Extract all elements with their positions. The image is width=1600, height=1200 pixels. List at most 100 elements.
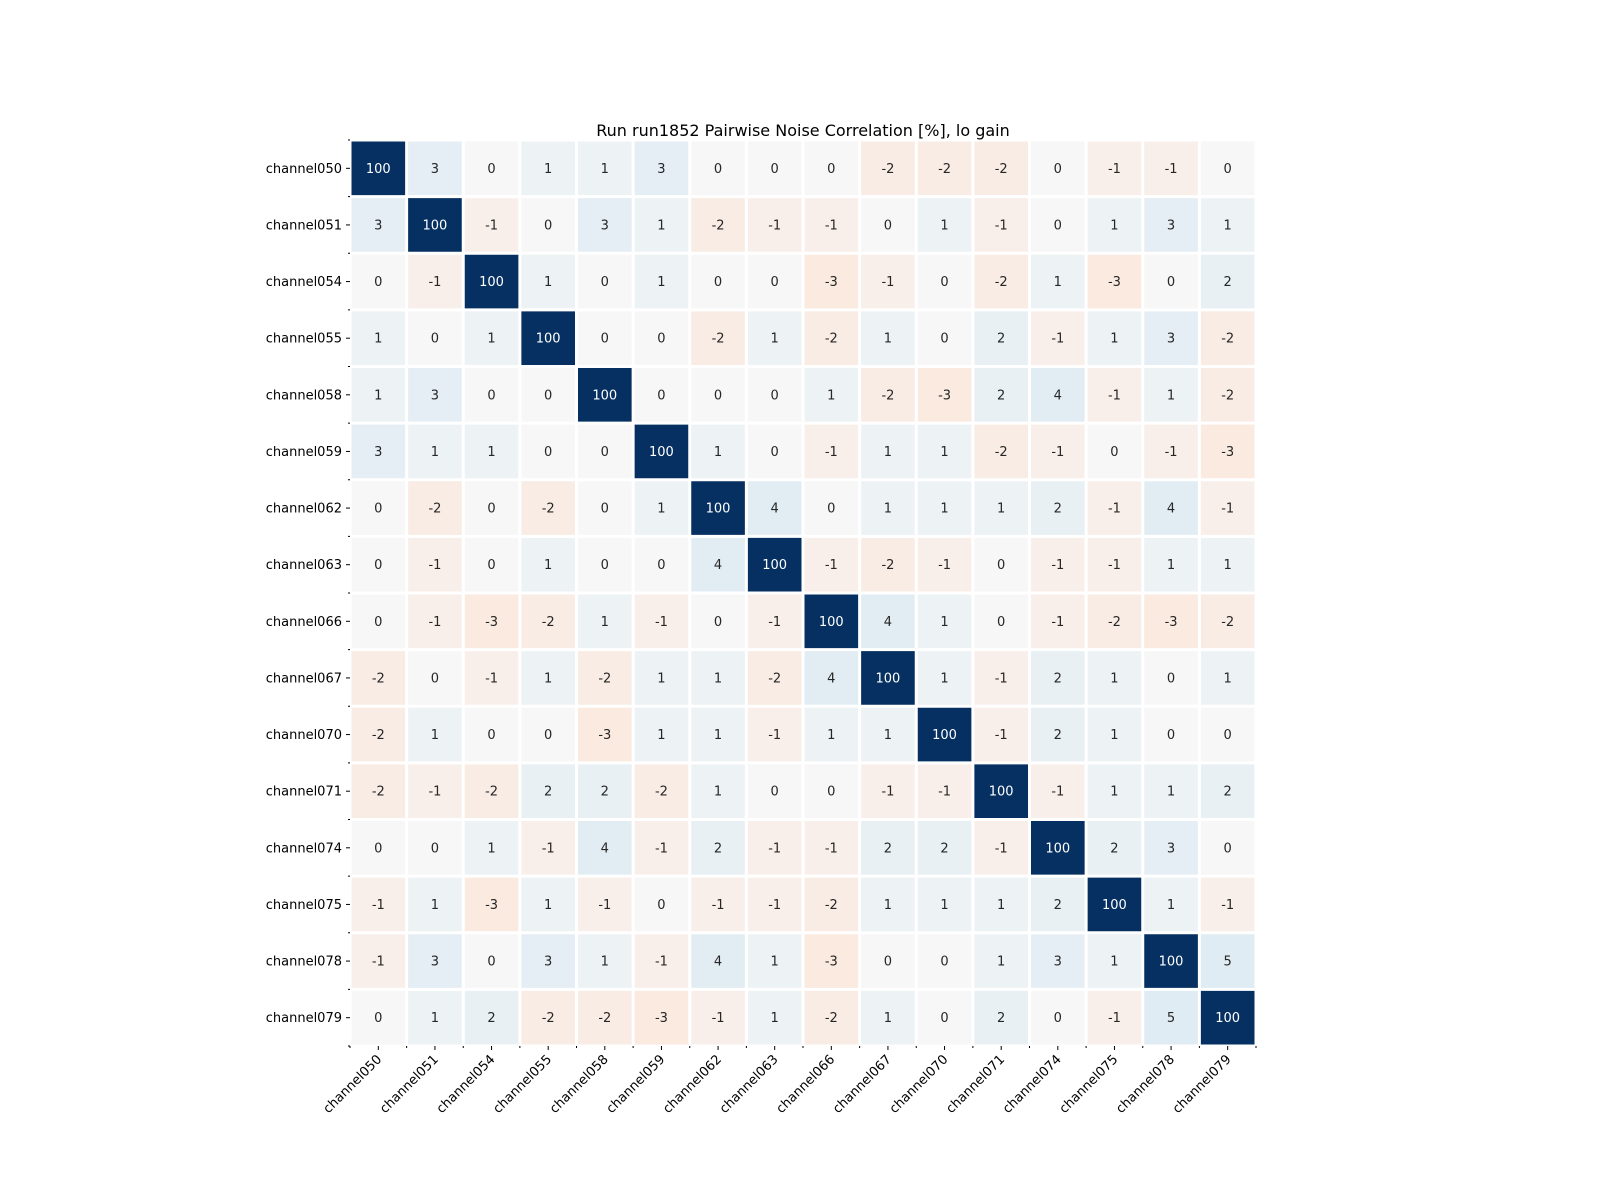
cell-value-label: 100 <box>989 785 1014 800</box>
y-axis-ticks: channel050 channel051 channel054 channel055… <box>266 139 350 1047</box>
heatmap-cell <box>1031 141 1085 196</box>
cell-value-label: -1 <box>825 558 838 573</box>
cell-value-label: 1 <box>544 558 552 573</box>
heatmap-cell <box>917 877 972 932</box>
cell-value-label: 1 <box>544 275 552 290</box>
heatmap-cell <box>578 651 632 705</box>
cell-value-label: 0 <box>827 502 835 517</box>
heatmap-cell <box>634 594 689 649</box>
cell-value-label: -1 <box>1108 558 1121 573</box>
cell-value-label: -2 <box>1221 388 1234 403</box>
cell-value-label: 2 <box>1054 898 1062 913</box>
heatmap-cell <box>351 764 406 818</box>
cell-value-label: 1 <box>771 955 779 970</box>
heatmap-cell <box>521 764 575 818</box>
cell-value-label: 0 <box>771 275 779 290</box>
heatmap-cell <box>1144 424 1198 479</box>
cell-value-label: -2 <box>485 785 498 800</box>
cell-value-label: -2 <box>372 785 385 800</box>
heatmap-cell <box>691 311 745 365</box>
cell-value-label: 1 <box>940 218 948 233</box>
cell-value-label: -3 <box>598 728 611 743</box>
heatmap-cell <box>974 254 1028 309</box>
cell-value-label: 1 <box>374 332 382 347</box>
heatmap-cell <box>1031 990 1085 1045</box>
heatmap-cell <box>691 368 745 422</box>
heatmap-cell <box>1087 481 1142 535</box>
heatmap-cell <box>578 990 632 1045</box>
cell-value-label: 100 <box>876 671 901 686</box>
heatmap-cell <box>464 368 519 422</box>
cell-value-label: 3 <box>431 162 439 177</box>
cell-value-label: -1 <box>1108 1011 1121 1026</box>
heatmap-cell <box>408 368 462 422</box>
cell-value-label: 100 <box>706 502 731 517</box>
heatmap-cell <box>691 821 745 875</box>
heatmap-cell <box>1200 424 1255 479</box>
heatmap-cell <box>1031 877 1085 932</box>
heatmap-cell <box>747 254 802 309</box>
y-tick-label: channel079 <box>266 1011 342 1026</box>
heatmap-cell <box>521 990 575 1045</box>
heatmap-cell <box>974 764 1028 818</box>
heatmap-cell <box>747 481 802 535</box>
cell-value-label: -1 <box>485 671 498 686</box>
heatmap-cell <box>578 764 632 818</box>
heatmap-cell <box>1087 141 1142 196</box>
cell-value-label: 4 <box>1054 388 1062 403</box>
cell-value-label: 5 <box>1224 955 1232 970</box>
heatmap-cell <box>691 481 745 535</box>
cell-value-label: -2 <box>542 615 555 630</box>
heatmap-cell <box>351 141 406 196</box>
cell-value-label: -1 <box>825 445 838 460</box>
heatmap-cell <box>861 934 915 988</box>
heatmap-cell <box>1031 934 1085 988</box>
cell-value-label: -1 <box>1051 445 1064 460</box>
heatmap-cell <box>861 198 915 252</box>
cell-value-label: -3 <box>825 955 838 970</box>
heatmap-cell <box>917 311 972 365</box>
cell-value-label: -1 <box>768 898 781 913</box>
cell-value-label: 1 <box>544 671 552 686</box>
cell-value-label: 2 <box>1054 502 1062 517</box>
heatmap-cell <box>1144 537 1198 592</box>
heatmap-cell <box>1200 990 1255 1045</box>
cell-value-label: 3 <box>374 445 382 460</box>
cell-value-label: -3 <box>485 615 498 630</box>
heatmap-cell <box>861 311 915 365</box>
heatmap-cell <box>1200 368 1255 422</box>
cell-value-label: 3 <box>1167 218 1175 233</box>
heatmap-cell <box>521 594 575 649</box>
cell-value-label: 1 <box>431 898 439 913</box>
cell-value-label: 0 <box>487 502 495 517</box>
cell-value-label: -1 <box>1051 332 1064 347</box>
heatmap-cell <box>351 990 406 1045</box>
heatmap-cell <box>1200 764 1255 818</box>
cell-value-label: 1 <box>431 1011 439 1026</box>
heatmap-cell <box>464 821 519 875</box>
cell-value-label: 1 <box>601 615 609 630</box>
heatmap-cell <box>1200 311 1255 365</box>
heatmap-cells: 100 3 0 1 1 3 0 0 0 -2 -2 -2 0 -1 -1 03 100 -1 0 3 1 -2 -1 -1 0 1… <box>351 141 1255 1045</box>
cell-value-label: 2 <box>1054 671 1062 686</box>
cell-value-label: 4 <box>714 955 722 970</box>
heatmap-cell <box>1087 764 1142 818</box>
cell-value-label: 0 <box>997 558 1005 573</box>
heatmap-cell <box>691 934 745 988</box>
cell-value-label: 0 <box>1054 1011 1062 1026</box>
heatmap-cell <box>351 537 406 592</box>
cell-value-label: -1 <box>938 558 951 573</box>
y-tick-label: channel050 <box>266 162 342 177</box>
heatmap-cell <box>917 424 972 479</box>
cell-value-label: 100 <box>536 332 561 347</box>
heatmap-cell <box>804 764 859 818</box>
cell-value-label: 3 <box>1054 955 1062 970</box>
heatmap-cell <box>1087 707 1142 762</box>
heatmap-cell <box>804 368 859 422</box>
heatmap-cell <box>521 141 575 196</box>
cell-value-label: 1 <box>940 671 948 686</box>
cell-value-label: 2 <box>487 1011 495 1026</box>
cell-value-label: 1 <box>771 332 779 347</box>
cell-value-label: -1 <box>825 841 838 856</box>
cell-value-label: 1 <box>884 502 892 517</box>
